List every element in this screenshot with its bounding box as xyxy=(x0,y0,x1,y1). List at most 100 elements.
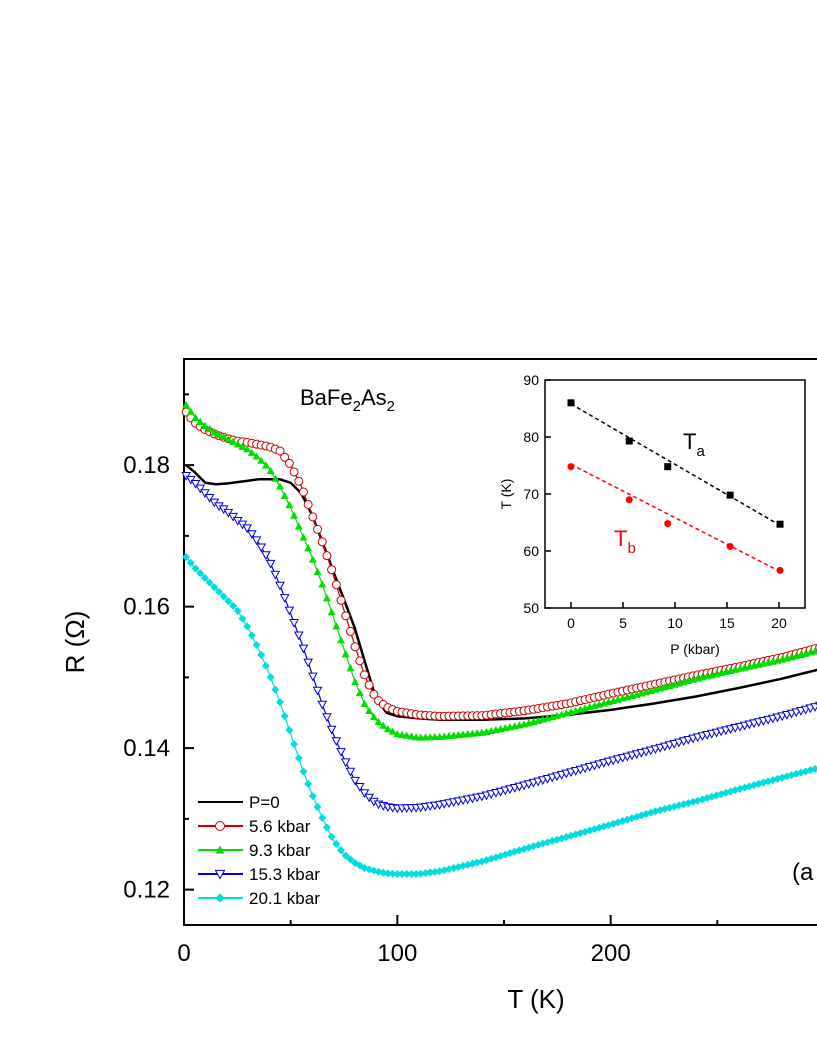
data-point xyxy=(426,868,435,877)
data-point xyxy=(261,661,270,670)
data-point xyxy=(322,594,331,602)
data-point xyxy=(332,622,341,630)
chart-title-part: As xyxy=(361,385,387,410)
data-point xyxy=(191,564,200,573)
inset-axes: 0 5 10 15 20 50 60 70 80 90 xyxy=(523,372,787,631)
data-point xyxy=(285,726,294,735)
data-point xyxy=(224,435,233,443)
series-15-3-kbar xyxy=(181,472,817,814)
data-point xyxy=(327,832,336,841)
inset-series-group xyxy=(567,399,784,574)
y-axis-label: R (Ω) xyxy=(60,611,90,674)
inset-series-label-sub: a xyxy=(696,443,705,460)
inset-y-tick-label: 80 xyxy=(523,429,539,445)
data-point xyxy=(369,689,379,699)
inset-data-point xyxy=(776,566,784,574)
data-point xyxy=(318,813,327,822)
data-point xyxy=(275,581,285,591)
data-point xyxy=(304,544,313,552)
data-point xyxy=(276,482,284,490)
inset-plot: 0 5 10 15 20 50 60 70 80 90 P (kbar) T (K) Ta Tb xyxy=(498,372,806,657)
data-point xyxy=(284,606,295,616)
inset-data-point xyxy=(726,491,734,499)
data-point xyxy=(266,466,275,474)
data-point xyxy=(308,555,317,563)
data-point xyxy=(326,725,337,735)
legend-marker xyxy=(215,893,225,903)
data-point xyxy=(214,430,223,438)
data-point xyxy=(280,712,289,721)
inset-x-axis-label: P (kbar) xyxy=(670,641,720,657)
inset-data-point xyxy=(664,520,672,528)
data-point xyxy=(247,448,256,456)
inset-y-tick-label: 50 xyxy=(523,600,539,616)
inset-x-tick-label: 0 xyxy=(567,615,575,631)
data-point xyxy=(318,580,327,588)
data-point xyxy=(190,479,201,489)
data-point xyxy=(200,573,209,582)
data-point xyxy=(252,640,261,649)
data-point xyxy=(355,656,365,666)
legend-marker xyxy=(215,821,225,831)
data-point xyxy=(299,533,308,541)
data-point xyxy=(407,732,416,740)
data-point xyxy=(252,452,261,460)
inset-background xyxy=(545,380,805,608)
data-point xyxy=(182,553,191,562)
data-point xyxy=(303,658,314,668)
data-point xyxy=(214,587,223,596)
data-point xyxy=(279,594,290,603)
data-point xyxy=(229,437,238,445)
data-point xyxy=(322,823,331,832)
data-point xyxy=(238,442,247,450)
y-axis-label-base: R ( xyxy=(60,638,90,673)
data-point xyxy=(229,601,238,610)
data-point xyxy=(304,779,313,788)
data-point xyxy=(196,417,205,425)
inset-y-tick-label: 60 xyxy=(523,543,539,559)
data-point xyxy=(345,767,356,777)
data-point xyxy=(251,536,262,546)
data-point xyxy=(298,487,308,497)
series-20-1-kbar xyxy=(182,553,817,879)
inset-data-point xyxy=(664,463,672,471)
data-point xyxy=(303,499,313,509)
inset-series-ta xyxy=(567,399,784,528)
data-point xyxy=(365,706,374,714)
data-point xyxy=(393,870,402,879)
inset-data-point xyxy=(567,463,575,471)
x-tick-label: 200 xyxy=(591,940,631,967)
chart-title: BaFe2As2 xyxy=(300,385,395,415)
data-point xyxy=(383,869,392,878)
inset-y-tick-label: 90 xyxy=(523,372,539,388)
y-tick-label: 0.14 xyxy=(123,735,170,762)
data-point xyxy=(317,700,328,710)
data-point xyxy=(219,592,228,601)
y-axis-label-symbol: Ω xyxy=(60,619,90,638)
data-point xyxy=(412,870,421,879)
data-point xyxy=(298,644,309,654)
data-point xyxy=(402,870,411,879)
data-point xyxy=(388,727,397,735)
y-tick-label: 0.18 xyxy=(123,452,170,479)
data-point xyxy=(811,764,817,773)
data-point xyxy=(290,511,299,519)
data-point xyxy=(261,551,271,561)
data-point xyxy=(364,680,374,690)
data-point xyxy=(210,583,219,592)
inset-series-label-ta: Ta xyxy=(683,429,705,460)
data-point xyxy=(313,802,322,811)
data-point xyxy=(331,580,341,590)
inset-data-point xyxy=(625,437,633,445)
data-point xyxy=(280,491,289,499)
legend-marker xyxy=(214,869,226,880)
data-point xyxy=(430,867,439,876)
data-point xyxy=(332,840,341,849)
inset-x-tick-label: 20 xyxy=(771,615,787,631)
data-point xyxy=(359,789,370,799)
data-point xyxy=(388,869,397,878)
panel-label: (a xyxy=(792,859,814,886)
data-point xyxy=(351,677,360,686)
data-point xyxy=(354,783,365,792)
